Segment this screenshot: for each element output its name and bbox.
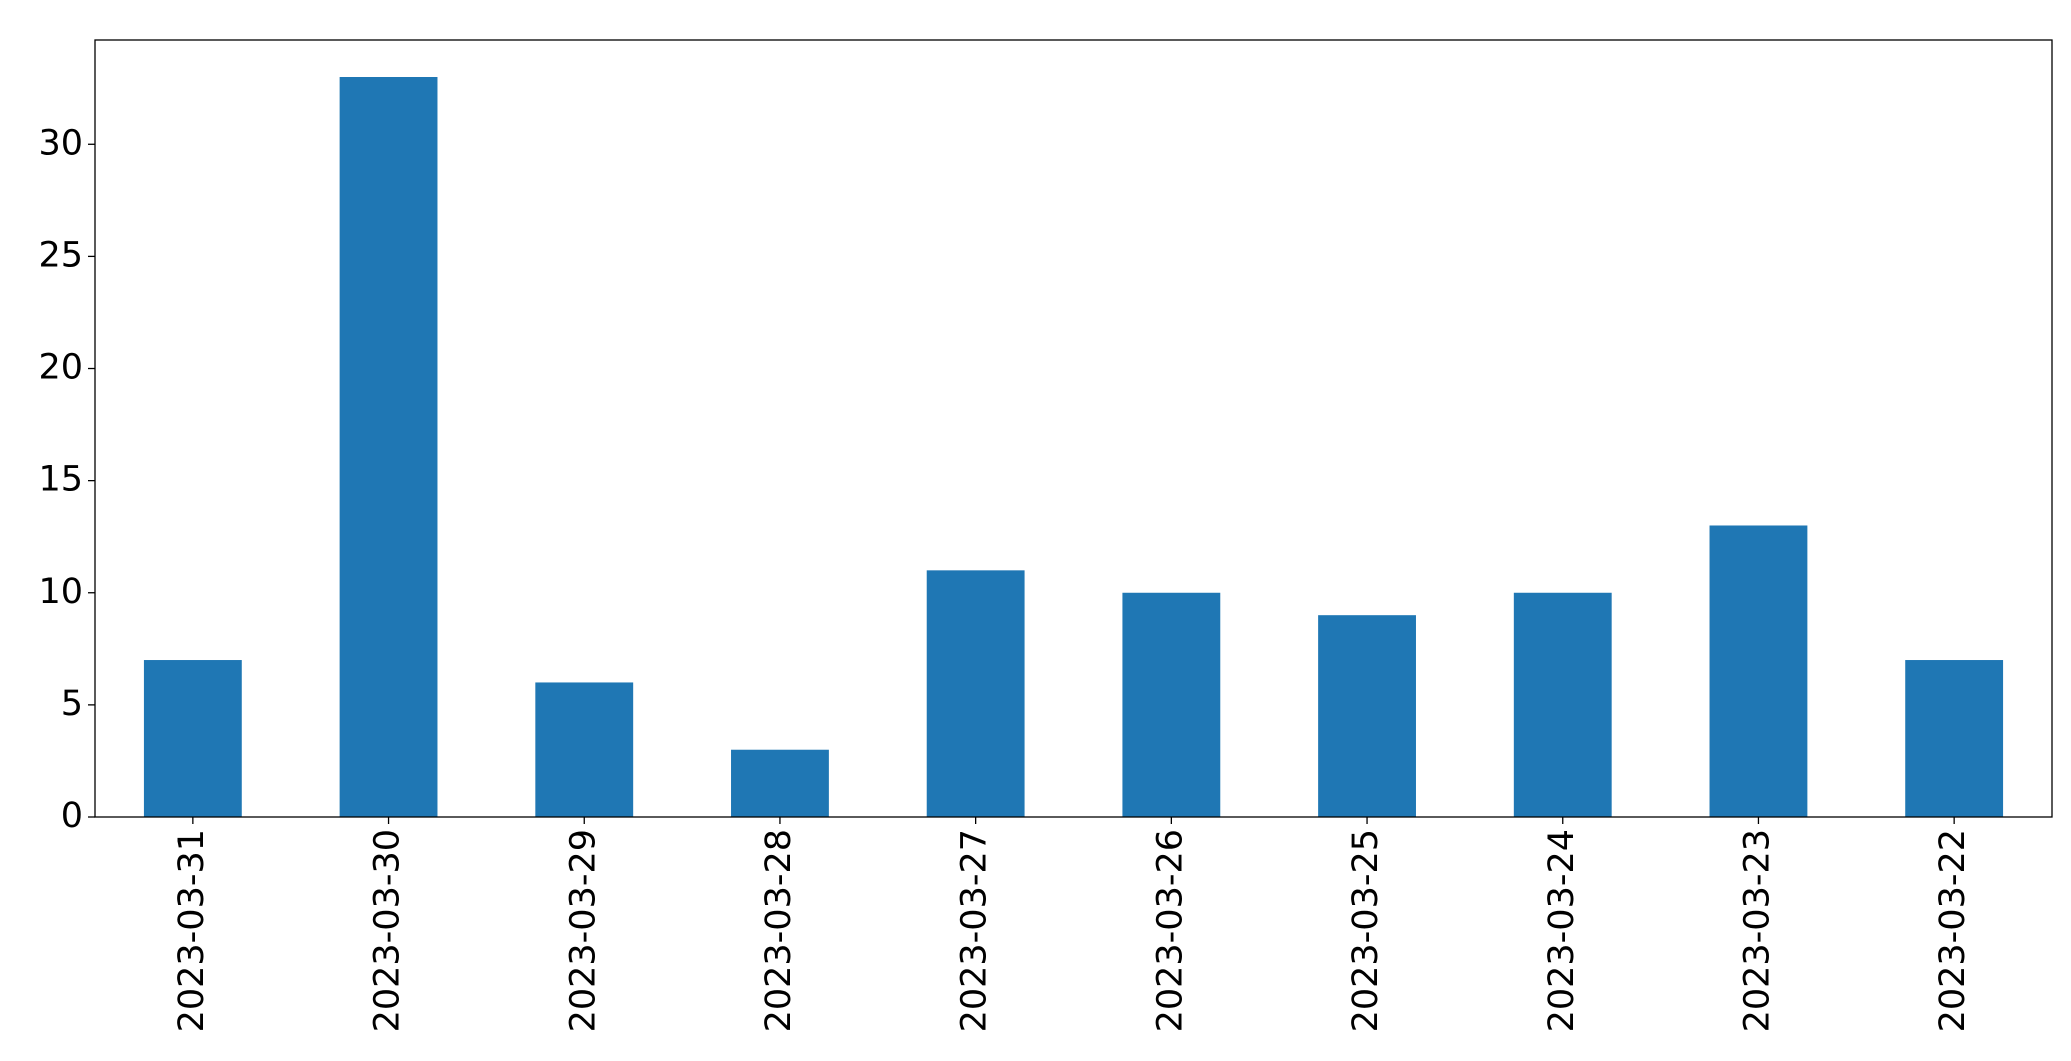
bar (1513, 592, 1612, 817)
x-tick-label: 2023-03-25 (1346, 829, 1386, 1032)
y-tick-label: 25 (38, 235, 83, 275)
bar (535, 682, 634, 817)
y-tick-label: 0 (61, 796, 83, 836)
y-tick-label: 10 (38, 572, 83, 612)
y-tick-label: 30 (38, 123, 83, 163)
bar (1905, 660, 2004, 817)
bar (1318, 615, 1416, 817)
x-tick-label: 2023-03-23 (1737, 829, 1777, 1032)
y-tick-label: 5 (61, 684, 83, 724)
x-tick-label: 2023-03-27 (955, 829, 995, 1032)
x-tick-label: 2023-03-31 (172, 829, 212, 1032)
y-tick-label: 20 (38, 348, 83, 388)
x-tick-label: 2023-03-26 (1150, 829, 1190, 1032)
y-tick-label: 15 (38, 460, 83, 500)
bar (1122, 592, 1221, 817)
x-tick-label: 2023-03-22 (1933, 829, 1973, 1032)
x-tick-label: 2023-03-24 (1542, 829, 1582, 1032)
plot-frame (94, 39, 2053, 818)
x-tick-label: 2023-03-28 (759, 829, 799, 1032)
bar (143, 660, 242, 817)
x-tick-label: 2023-03-30 (368, 829, 408, 1032)
bar (926, 570, 1025, 817)
bar (1709, 525, 1808, 817)
bar (731, 749, 829, 817)
bar (339, 77, 438, 817)
x-tick-label: 2023-03-29 (563, 829, 603, 1032)
